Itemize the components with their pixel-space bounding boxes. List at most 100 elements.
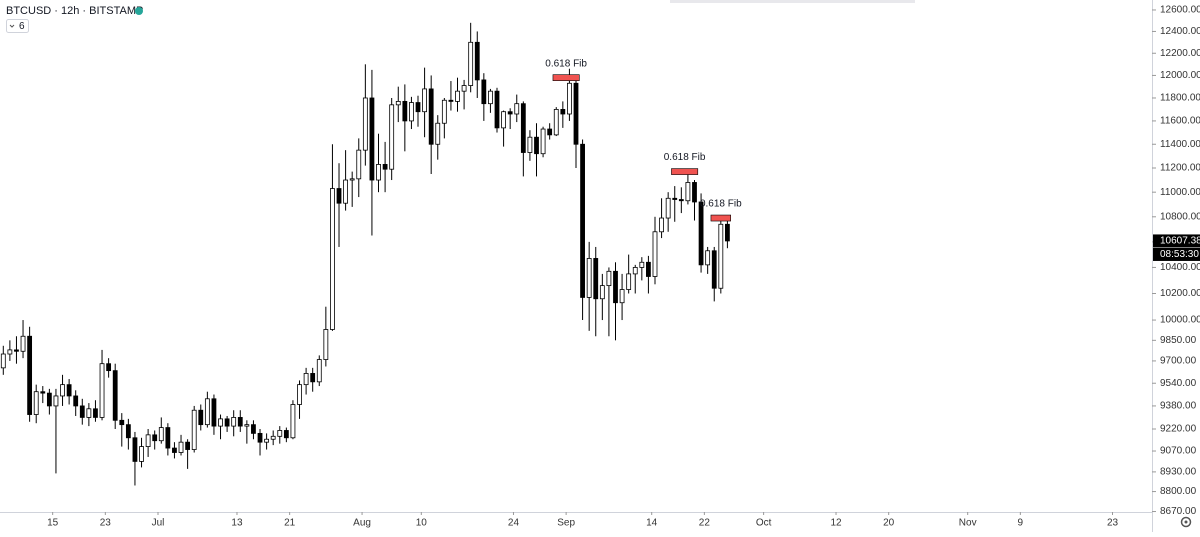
candle-body	[593, 258, 599, 300]
candle-body	[224, 418, 230, 427]
x-tick-label: Oct	[756, 518, 772, 529]
candle-body	[191, 409, 197, 450]
candle-body	[158, 427, 164, 442]
candle-body	[343, 179, 349, 204]
y-tick-label: 12400.00	[1160, 26, 1200, 37]
candle-body	[402, 100, 408, 122]
x-tick-label: Sep	[557, 518, 575, 529]
candle-body	[520, 103, 526, 153]
x-tick-label: Aug	[353, 518, 371, 529]
candle-body	[251, 424, 256, 434]
candle-body	[606, 270, 612, 287]
candle-body	[646, 261, 651, 277]
candle-body	[310, 373, 316, 383]
candle-body	[132, 437, 138, 462]
y-tick-label: 8670.00	[1160, 506, 1197, 517]
candle-body	[659, 217, 664, 233]
candle-body	[567, 82, 572, 115]
fib-label: 0.618 Fib	[664, 152, 706, 163]
candle-body	[705, 250, 711, 266]
indicator-toggle[interactable]	[6, 19, 29, 33]
candle-body	[27, 335, 33, 415]
candle-body	[257, 432, 263, 443]
y-tick-label: 12000.00	[1160, 70, 1200, 81]
candle-body	[494, 90, 500, 129]
y-tick-label: 9220.00	[1160, 424, 1197, 435]
y-tick-label: 9070.00	[1160, 446, 1197, 457]
candle-body	[534, 136, 539, 155]
toolbar-edge	[670, 0, 915, 3]
candle-body	[145, 434, 151, 447]
candle-body	[501, 111, 506, 129]
candle-body	[461, 85, 467, 92]
candle-body	[672, 197, 678, 200]
candle-body	[46, 392, 52, 407]
candle-body	[692, 182, 697, 203]
chevron	[9, 24, 15, 28]
last-price-label: 10607.38	[1160, 236, 1200, 247]
candle-body	[389, 104, 395, 170]
last-price-tag	[1153, 234, 1200, 248]
x-tick-label: 22	[699, 518, 711, 529]
y-tick-label: 8800.00	[1160, 486, 1197, 497]
candle-body	[270, 435, 276, 440]
candle-body	[527, 136, 533, 153]
candle-body	[336, 188, 342, 204]
candle-body	[665, 197, 671, 219]
candle-body	[152, 434, 158, 442]
candle-body	[448, 99, 454, 102]
fib-box	[710, 214, 731, 222]
candle-body	[718, 223, 724, 289]
candle-body	[231, 417, 237, 427]
candle-body	[60, 384, 65, 397]
x-tick-label: 10	[416, 518, 428, 529]
fib-box	[552, 74, 580, 81]
candle-body	[277, 430, 283, 437]
candle-body	[40, 391, 46, 394]
candle-body	[66, 384, 72, 397]
candle-body	[297, 384, 302, 405]
y-tick-label: 10400.00	[1160, 262, 1200, 273]
candle-body	[698, 201, 704, 266]
candle-body	[53, 395, 59, 407]
candle-body	[323, 329, 329, 360]
candle-body	[652, 231, 658, 277]
candle-body	[514, 103, 520, 115]
candle-body	[481, 79, 487, 105]
candle-body	[125, 424, 131, 439]
x-tick-label: 15	[47, 518, 59, 529]
candle-body	[678, 199, 684, 202]
settings-icon[interactable]	[1180, 516, 1192, 528]
candle-body	[619, 289, 625, 304]
candle-body	[73, 395, 79, 407]
candle-body	[237, 417, 243, 427]
y-tick-label: 12200.00	[1160, 48, 1200, 59]
candle-body	[547, 128, 553, 136]
candle-body	[303, 373, 309, 386]
candle-body	[573, 82, 579, 145]
candle-body	[599, 285, 605, 300]
x-tick-label: 9	[1018, 518, 1024, 529]
y-tick-label: 11800.00	[1160, 93, 1200, 104]
candle-body	[330, 188, 335, 330]
candle-body	[632, 267, 638, 275]
x-tick-label: 12	[830, 518, 842, 529]
candle-body	[112, 370, 118, 421]
y-tick-label: 10000.00	[1160, 315, 1200, 326]
candle-body	[685, 182, 691, 202]
x-tick-label: Nov	[959, 518, 977, 529]
countdown-tag	[1153, 247, 1200, 261]
candle-body	[86, 408, 92, 418]
candle-body	[395, 100, 401, 106]
y-tick-label: 9850.00	[1160, 335, 1197, 346]
candle-body	[93, 408, 98, 418]
candle-body	[204, 398, 210, 426]
candle-body	[244, 424, 250, 427]
y-tick-label: 10800.00	[1160, 211, 1200, 222]
y-tick-label: 9380.00	[1160, 401, 1197, 412]
candle-body	[362, 97, 368, 151]
candle-body	[165, 427, 171, 449]
indicator-count: 6	[19, 21, 25, 32]
y-tick-label: 11000.00	[1160, 187, 1200, 198]
x-tick-label: 13	[231, 518, 243, 529]
